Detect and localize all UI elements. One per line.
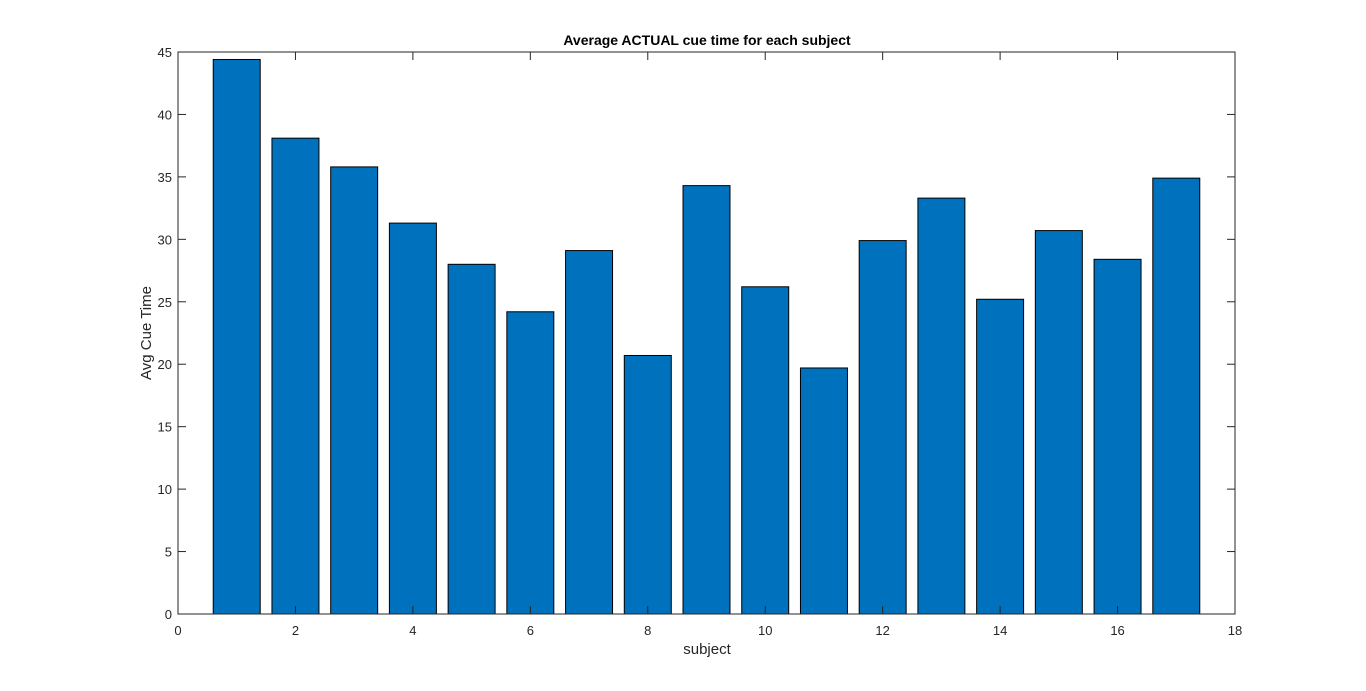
- bar-subject-14: [976, 298, 1025, 615]
- x-tick-label-16: 16: [1110, 623, 1124, 638]
- bar-subject-7: [565, 250, 614, 615]
- bar-subject-11: [799, 367, 848, 615]
- y-tick-label-30: 30: [158, 232, 172, 247]
- chart-title: Average ACTUAL cue time for each subject: [563, 32, 851, 48]
- bar-subject-4: [388, 222, 437, 615]
- y-tick-label-35: 35: [158, 170, 172, 185]
- y-tick-label-15: 15: [158, 420, 172, 435]
- bar-subject-2: [271, 137, 320, 615]
- bar-subject-15: [1034, 230, 1083, 615]
- plot-frame: [177, 51, 1236, 615]
- bar-subject-13: [917, 197, 966, 615]
- bar-subject-8: [623, 354, 672, 615]
- bar-subject-5: [447, 263, 496, 615]
- x-tick-label-0: 0: [174, 623, 181, 638]
- x-tick-label-12: 12: [875, 623, 889, 638]
- bar-subject-12: [858, 240, 907, 615]
- bar-subject-1: [212, 58, 261, 615]
- bar-subject-6: [506, 311, 555, 615]
- y-tick-label-20: 20: [158, 357, 172, 372]
- y-tick-label-0: 0: [165, 607, 172, 622]
- x-tick-label-14: 14: [993, 623, 1007, 638]
- x-tick-label-6: 6: [527, 623, 534, 638]
- y-axis-label: Avg Cue Time: [138, 286, 155, 380]
- y-tick-label-45: 45: [158, 45, 172, 60]
- bar-subject-3: [330, 166, 379, 615]
- bar-subject-9: [682, 185, 731, 615]
- x-tick-label-8: 8: [644, 623, 651, 638]
- y-tick-label-40: 40: [158, 107, 172, 122]
- x-axis-label: subject: [683, 641, 731, 658]
- y-tick-label-25: 25: [158, 295, 172, 310]
- y-tick-label-5: 5: [165, 545, 172, 560]
- x-tick-label-4: 4: [409, 623, 416, 638]
- bar-subject-16: [1093, 258, 1142, 615]
- bar-subject-17: [1152, 177, 1201, 615]
- bar-series: [212, 58, 1201, 615]
- y-tick-label-10: 10: [158, 482, 172, 497]
- x-tick-label-2: 2: [292, 623, 299, 638]
- x-tick-label-18: 18: [1228, 623, 1242, 638]
- x-tick-label-10: 10: [758, 623, 772, 638]
- bar-subject-10: [741, 286, 790, 615]
